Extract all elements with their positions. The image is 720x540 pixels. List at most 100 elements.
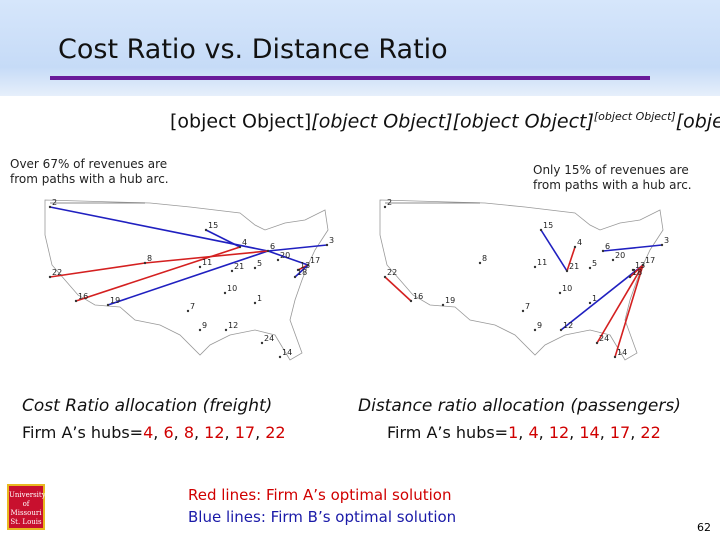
node-label: 15	[543, 221, 553, 230]
node-label: 5	[592, 259, 597, 268]
node	[223, 291, 227, 295]
separator: ,	[224, 423, 235, 442]
node-label: 10	[562, 284, 572, 293]
us-outline	[379, 199, 664, 361]
node-label: 20	[615, 251, 625, 260]
node	[48, 205, 52, 209]
hub: 4	[143, 423, 154, 442]
hub: 4	[528, 423, 539, 442]
node-label: 13	[300, 261, 310, 270]
node	[293, 275, 297, 279]
node	[238, 245, 242, 249]
node-label: 10	[227, 284, 237, 293]
node-label: 1	[257, 294, 262, 303]
node-label: 15	[208, 221, 218, 230]
node	[230, 269, 234, 273]
separator: ,	[255, 423, 266, 442]
node	[383, 205, 387, 209]
node	[306, 263, 310, 267]
node	[296, 268, 300, 272]
slide-title: Cost Ratio vs. Distance Ratio	[58, 34, 448, 65]
node-label: 19	[110, 296, 120, 305]
node-label: 1	[592, 294, 597, 303]
node	[198, 328, 202, 332]
node-label: 8	[147, 254, 152, 263]
node	[325, 243, 329, 247]
hub: 8	[183, 423, 194, 442]
node-label: 7	[525, 302, 530, 311]
logo: University of Missouri St. Louis	[7, 484, 46, 530]
node	[573, 245, 577, 249]
subtitle: [object Object][object Object][object Ob…	[170, 110, 720, 132]
node-label: 9	[537, 321, 542, 330]
node-label: 2	[387, 198, 392, 207]
red-link	[596, 264, 644, 344]
node	[558, 291, 562, 295]
node	[383, 275, 387, 279]
hub: 17	[609, 423, 631, 442]
node	[565, 269, 569, 273]
hub: 22	[265, 423, 286, 442]
red-link	[629, 264, 644, 278]
node	[611, 258, 615, 262]
separator: ,	[569, 423, 580, 442]
node-label: 24	[599, 334, 609, 343]
node-label: 14	[282, 348, 292, 357]
node-label: 17	[645, 256, 655, 265]
node-label: 14	[617, 348, 627, 357]
separator: ,	[518, 423, 529, 442]
note: Over 67% of revenues are from paths with…	[10, 157, 169, 186]
logo-line: University	[9, 491, 46, 499]
node-label: 22	[52, 268, 62, 277]
node	[74, 299, 78, 303]
separator: ,	[194, 423, 205, 442]
hub: 17	[234, 423, 256, 442]
node	[631, 268, 635, 272]
separator: ,	[173, 423, 184, 442]
node-label: 3	[664, 236, 669, 245]
subtitle-part: [object Object]	[452, 110, 594, 133]
subtitle-part: [object Object]	[311, 110, 453, 133]
hubs-line: Firm A’s hubs=4, 6, 8, 12, 17, 22	[22, 423, 286, 442]
node	[409, 299, 413, 303]
node-label: 12	[228, 321, 238, 330]
separator: ,	[599, 423, 610, 442]
red-link	[49, 262, 146, 278]
node-label: 12	[563, 321, 573, 330]
node	[276, 258, 280, 262]
node-label: 5	[257, 259, 262, 268]
node	[478, 261, 482, 265]
node-label: 17	[310, 256, 320, 265]
header-band	[0, 0, 720, 96]
separator: ,	[153, 423, 164, 442]
red-link	[614, 264, 644, 358]
note: Only 15% of revenues are from paths with…	[533, 163, 692, 192]
node	[253, 301, 257, 305]
node-label: 6	[605, 242, 610, 251]
node	[198, 265, 202, 269]
node	[628, 275, 632, 279]
hub: 12	[204, 423, 225, 442]
node	[260, 341, 264, 345]
subtitle-part: [object Object]	[675, 110, 720, 133]
legend-red: Red lines: Firm A’s optimal solution	[188, 486, 452, 504]
node	[559, 328, 563, 332]
red-link	[144, 250, 269, 264]
node	[588, 301, 592, 305]
node-label: 18	[632, 268, 642, 277]
node	[601, 249, 605, 253]
node	[204, 228, 208, 232]
legend-blue: Blue lines: Firm B’s optimal solution	[188, 508, 457, 526]
blue-link	[107, 250, 269, 306]
blue-link	[267, 250, 309, 266]
logo-line: of Missouri	[10, 500, 42, 517]
blue-link	[602, 244, 663, 252]
node-label: 11	[202, 258, 212, 267]
node	[641, 263, 645, 267]
node-label: 6	[270, 242, 275, 251]
us-outline	[44, 199, 329, 361]
node-label: 2	[52, 198, 57, 207]
node-label: 4	[577, 238, 582, 247]
node	[521, 309, 525, 313]
